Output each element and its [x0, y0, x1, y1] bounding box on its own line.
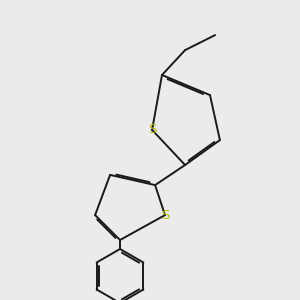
Text: S: S — [148, 123, 156, 136]
Text: S: S — [161, 208, 169, 222]
